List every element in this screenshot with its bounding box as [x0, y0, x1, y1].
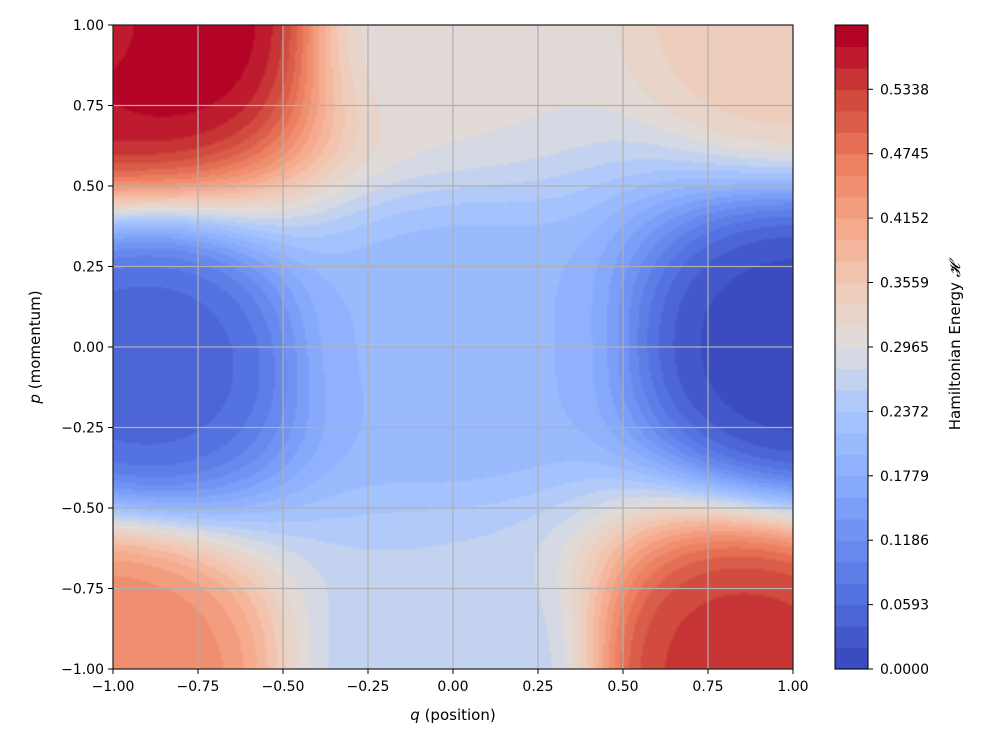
x-tick-label-1: −0.75: [177, 679, 220, 695]
y-tick-label-6: 0.50: [73, 179, 104, 195]
colorbar-tick-label-4: 0.2372: [880, 404, 929, 420]
colorbar-band-21: [835, 196, 868, 219]
colorbar-band-5: [835, 540, 868, 563]
colorbar-band-0: [835, 647, 868, 670]
colorbar-band-23: [835, 153, 868, 176]
colorbar-tick-label-5: 0.2965: [880, 340, 929, 356]
x-tick-label-8: 1.00: [777, 679, 808, 695]
x-tick-label-0: −1.00: [92, 679, 135, 695]
x-tick-label-3: −0.25: [347, 679, 390, 695]
colorbar-band-26: [835, 89, 868, 112]
colorbar-band-28: [835, 46, 868, 69]
x-tick-label-6: 0.50: [607, 679, 638, 695]
grid: [112, 24, 794, 670]
colorbar-tick-label-9: 0.5338: [880, 82, 929, 98]
y-tick-label-8: 1.00: [73, 18, 104, 34]
y-tick-label-7: 0.75: [73, 99, 104, 115]
colorbar-band-8: [835, 475, 868, 498]
y-axis: −1.00 −0.75 −0.50 −0.25 0.00 0.25 0.50 0.75 1.00: [61, 18, 113, 678]
y-tick-label-0: −1.00: [61, 662, 104, 678]
x-tick-label-2: −0.50: [262, 679, 305, 695]
y-tick-label-5: 0.25: [73, 260, 104, 276]
colorbar-band-14: [835, 347, 868, 370]
colorbar-tick-label-8: 0.4745: [880, 147, 929, 163]
colorbar-band-25: [835, 110, 868, 133]
colorbar-band-11: [835, 411, 868, 434]
colorbar-tick-label-2: 0.1186: [880, 533, 929, 549]
x-tick-label-5: 0.25: [522, 679, 553, 695]
x-tick-label-4: 0.00: [437, 679, 468, 695]
colorbar-band-20: [835, 218, 868, 241]
y-tick-label-3: −0.25: [61, 421, 104, 437]
colorbar-band-24: [835, 132, 868, 155]
colorbar-tick-label-1: 0.0593: [880, 598, 929, 614]
y-tick-label-4: 0.00: [73, 340, 104, 356]
colorbar-band-15: [835, 325, 868, 348]
colorbar-band-7: [835, 497, 868, 520]
y-tick-label-2: −0.50: [61, 501, 104, 517]
colorbar: 0.0000 0.0593 0.1186 0.1779 0.2372 0.2965 0.35…: [834, 24, 964, 678]
y-axis-var: p: [26, 394, 44, 405]
x-axis-text: (position): [420, 706, 496, 724]
y-axis-text: (momentum): [26, 290, 44, 394]
x-tick-label-7: 0.75: [692, 679, 723, 695]
colorbar-band-10: [835, 432, 868, 455]
colorbar-band-2: [835, 604, 868, 627]
y-axis-label: p (momentum): [26, 290, 44, 404]
colorbar-label: Hamiltonian Energy 𝓗: [946, 257, 964, 430]
colorbar-tick-label-0: 0.0000: [880, 662, 929, 678]
colorbar-band-1: [835, 626, 868, 649]
x-axis-var: q: [410, 706, 420, 724]
colorbar-band-9: [835, 454, 868, 477]
colorbar-band-13: [835, 368, 868, 391]
colorbar-tick-label-3: 0.1779: [880, 469, 929, 485]
colorbar-tick-label-7: 0.4152: [880, 211, 929, 227]
colorbar-label-text: Hamiltonian Energy: [946, 277, 964, 430]
colorbar-band-16: [835, 304, 868, 327]
colorbar-band-17: [835, 282, 868, 305]
colorbar-tick-label-6: 0.3559: [880, 275, 929, 291]
colorbar-bands: [835, 25, 868, 670]
colorbar-band-27: [835, 67, 868, 90]
colorbar-label-symbol: 𝓗: [946, 257, 964, 277]
x-axis-label: q (position): [410, 706, 495, 724]
colorbar-band-18: [835, 261, 868, 284]
colorbar-band-19: [835, 239, 868, 262]
colorbar-ticks: 0.0000 0.0593 0.1186 0.1779 0.2372 0.2965 0.35…: [868, 82, 929, 678]
colorbar-band-3: [835, 583, 868, 606]
y-tick-label-1: −0.75: [61, 582, 104, 598]
x-axis: −1.00 −0.75 −0.50 −0.25 0.00 0.25 0.50 0.75 1.00: [92, 669, 809, 695]
colorbar-band-22: [835, 175, 868, 198]
plot-area: [112, 24, 794, 670]
colorbar-band-12: [835, 389, 868, 412]
colorbar-band-4: [835, 561, 868, 584]
colorbar-band-29: [835, 25, 868, 48]
colorbar-band-6: [835, 518, 868, 541]
